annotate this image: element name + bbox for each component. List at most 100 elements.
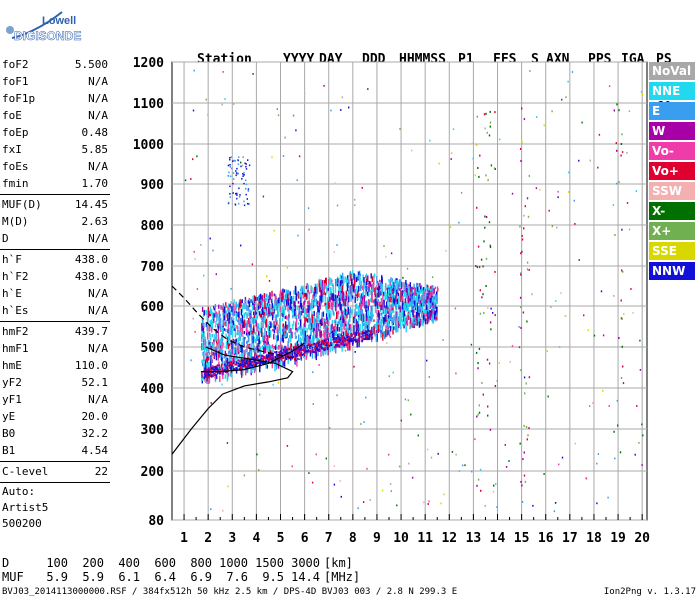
echo-point [396, 324, 398, 331]
echo-point [333, 301, 335, 308]
echo-point [399, 312, 401, 315]
echo-point [240, 161, 242, 164]
echo-point [417, 285, 419, 292]
echo-point [342, 299, 345, 307]
echo-point [251, 317, 253, 324]
echo-point [487, 179, 489, 182]
param-value: 110.0 [74, 359, 108, 372]
echo-point [210, 402, 212, 404]
echo-point [520, 273, 522, 276]
echo-point [347, 307, 349, 314]
echo-point [436, 314, 438, 321]
echo-point [206, 325, 208, 332]
echo-point [261, 295, 263, 304]
echo-point [220, 318, 222, 324]
echo-point [296, 179, 298, 182]
echo-point [362, 293, 364, 300]
echo-point [318, 340, 321, 343]
echo-point [231, 306, 233, 313]
echo-point [267, 324, 269, 331]
echo-point [228, 313, 231, 320]
echo-point [232, 192, 234, 194]
echo-point [430, 317, 433, 322]
echo-point [406, 317, 409, 326]
echo-point [310, 303, 312, 309]
echo-point [628, 110, 631, 113]
echo-point [288, 293, 290, 297]
echo-point [345, 324, 347, 333]
echo-point [314, 294, 316, 298]
echo-point [208, 369, 210, 372]
echo-point [433, 305, 435, 314]
echo-point [285, 315, 288, 320]
echo-point [227, 202, 230, 205]
echo-point [243, 182, 245, 185]
echo-point [477, 478, 480, 481]
echo-point [371, 276, 373, 283]
echo-point [316, 343, 318, 346]
echo-point [257, 295, 260, 303]
echo-point [336, 311, 338, 320]
echo-point [261, 316, 263, 321]
echo-point [370, 330, 373, 333]
echo-point [521, 484, 523, 487]
echo-point [532, 504, 534, 507]
echo-point [380, 333, 382, 339]
echo-point [523, 424, 525, 427]
echo-point [430, 288, 432, 292]
echo-point [520, 160, 522, 162]
echo-point [370, 313, 372, 317]
echo-point [283, 335, 285, 338]
echo-point [307, 305, 309, 313]
echo-point [415, 291, 417, 296]
echo-point [391, 324, 393, 329]
echo-point [348, 279, 350, 285]
echo-point [315, 286, 318, 294]
echo-point [349, 314, 351, 323]
echo-point [340, 109, 342, 111]
echo-point [260, 361, 263, 364]
echo-point [368, 322, 370, 330]
echo-point [340, 495, 342, 498]
echo-point [320, 283, 323, 289]
echo-point [218, 369, 220, 372]
echo-point [255, 316, 258, 321]
echo-point [608, 405, 610, 407]
echo-point [205, 368, 208, 371]
echo-point [350, 290, 352, 297]
echo-point [266, 303, 268, 309]
echo-point [264, 340, 267, 345]
echo-point [248, 164, 251, 167]
echo-point [291, 298, 294, 302]
echo-point [203, 366, 205, 374]
echo-point [236, 363, 239, 371]
echo-point [329, 317, 331, 320]
echo-point [543, 124, 545, 127]
echo-point [565, 96, 567, 99]
echo-point [222, 509, 224, 512]
echo-point [295, 342, 297, 347]
echo-point [209, 352, 211, 355]
echo-point [247, 343, 249, 349]
echo-point [311, 338, 313, 345]
echo-point [429, 312, 431, 320]
echo-point [305, 292, 307, 297]
echo-point [307, 314, 309, 317]
echo-point [277, 335, 279, 341]
param-row: B0 32.2 [0, 425, 112, 442]
echo-point [267, 309, 270, 315]
echo-point [290, 337, 292, 343]
echo-point [395, 313, 397, 320]
echo-point [368, 310, 370, 318]
echo-point [341, 272, 344, 279]
echo-point [429, 291, 432, 298]
echo-point [413, 309, 415, 314]
echo-point [279, 328, 281, 333]
echo-point [385, 305, 388, 312]
echo-point [233, 313, 235, 316]
echo-point [307, 207, 310, 210]
echo-point [336, 324, 339, 332]
echo-point [406, 267, 409, 270]
echo-point [527, 215, 530, 218]
echo-point [299, 288, 302, 292]
